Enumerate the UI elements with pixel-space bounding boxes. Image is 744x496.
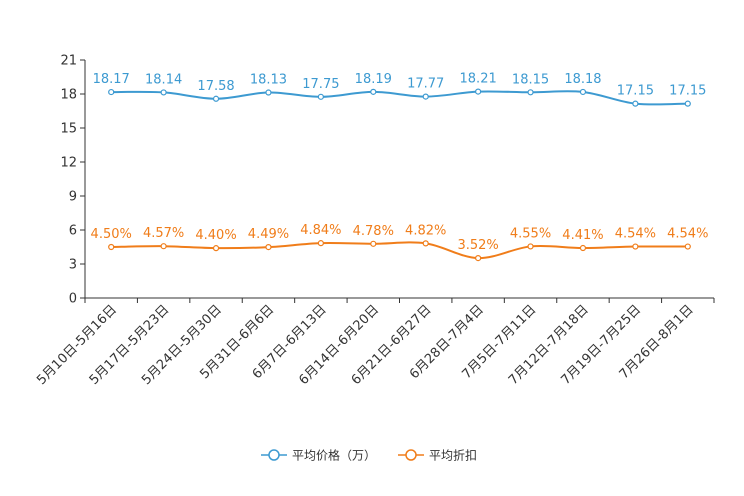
- data-label: 4.78%: [353, 224, 394, 239]
- data-point: [265, 89, 272, 96]
- data-label: 17.15: [617, 84, 654, 99]
- y-tick-label: 15: [60, 122, 77, 137]
- data-label: 4.49%: [248, 227, 289, 242]
- series-1: 18.17 18.14 17.58 18.13 17.75 18.19 17.77 18.21…: [93, 72, 706, 107]
- data-label: 4.54%: [615, 227, 656, 242]
- legend-label: 平均折扣: [429, 448, 477, 463]
- y-tick-label: 12: [60, 156, 77, 171]
- legend-swatch-marker: [405, 449, 417, 461]
- data-label: 18.14: [145, 72, 182, 87]
- y-tick-label: 0: [69, 292, 77, 307]
- data-label: 4.82%: [405, 223, 446, 238]
- data-label: 4.54%: [667, 227, 708, 242]
- data-point: [632, 243, 639, 250]
- data-point: [160, 89, 167, 96]
- series-line: [111, 90, 688, 106]
- y-tick-label: 6: [69, 224, 77, 239]
- y-tick-label: 18: [60, 88, 77, 103]
- series-layer: 18.17 18.14 17.58 18.13 17.75 18.19 17.77 18.21…: [91, 72, 708, 262]
- y-tick-label: 9: [69, 190, 77, 205]
- data-label: 17.75: [302, 77, 339, 92]
- data-point: [527, 243, 534, 250]
- y-tick-label: 21: [60, 54, 77, 69]
- data-label: 17.58: [197, 79, 234, 94]
- legend-label: 平均价格（万）: [292, 448, 376, 463]
- data-label: 18.21: [460, 72, 497, 87]
- x-axis: 5月10日-5月16日5月17日-5月23日5月24日-5月30日5月31日-6…: [34, 297, 715, 388]
- y-tick-label: 3: [69, 258, 77, 273]
- data-label: 18.18: [564, 72, 601, 87]
- y-axis: 0 3 6 9 12 15 18 21: [60, 54, 86, 307]
- data-point: [579, 88, 587, 96]
- data-label: 17.15: [669, 84, 706, 99]
- data-point: [108, 88, 115, 96]
- data-point: [527, 89, 534, 96]
- data-label: 18.17: [93, 72, 130, 87]
- data-point: [265, 244, 272, 251]
- data-point: [317, 93, 324, 100]
- data-point: [632, 100, 639, 107]
- data-label: 3.52%: [457, 238, 498, 253]
- legend-swatch-marker: [268, 449, 280, 461]
- legend-item-1[interactable]: 平均价格（万）: [261, 448, 376, 463]
- data-point: [317, 240, 324, 247]
- data-label: 4.50%: [91, 227, 132, 242]
- data-point: [422, 240, 429, 247]
- series-line: [111, 241, 688, 260]
- data-point: [684, 243, 691, 250]
- data-point: [212, 245, 220, 252]
- data-point: [475, 255, 482, 262]
- data-point: [422, 93, 429, 100]
- data-label: 18.15: [512, 72, 549, 87]
- data-point: [108, 243, 115, 251]
- data-point: [212, 95, 220, 102]
- data-label: 18.19: [355, 72, 392, 87]
- data-point: [370, 88, 377, 95]
- data-label: 4.41%: [562, 228, 603, 243]
- series-2: 4.50% 4.57% 4.40% 4.49% 4.84% 4.78% 4.82% 3.52%…: [91, 223, 708, 262]
- data-point: [370, 240, 377, 247]
- data-point: [684, 100, 691, 107]
- data-point: [160, 243, 167, 250]
- data-point: [579, 244, 587, 252]
- data-label: 4.84%: [300, 223, 341, 238]
- legend-item-2[interactable]: 平均折扣: [398, 448, 477, 463]
- data-label: 18.13: [250, 73, 287, 88]
- legend[interactable]: 平均价格（万） 平均折扣: [261, 448, 477, 463]
- data-label: 4.57%: [143, 226, 184, 241]
- data-point: [475, 88, 482, 95]
- data-label: 4.55%: [510, 226, 551, 241]
- data-label: 4.40%: [195, 228, 236, 243]
- data-label: 17.77: [407, 77, 444, 92]
